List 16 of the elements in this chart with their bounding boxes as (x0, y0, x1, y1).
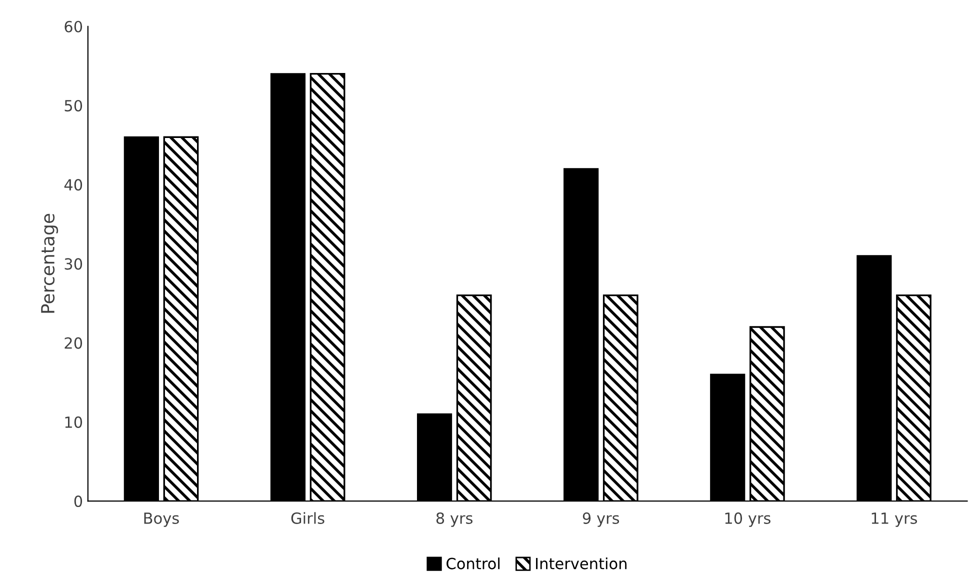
y-tick-label: 20 (64, 337, 82, 349)
y-tick-label: 0 (74, 495, 82, 508)
x-tick-label: Girls (291, 512, 324, 524)
x-tick-label: 10 yrs (725, 512, 770, 527)
x-tick-label: Boys (144, 512, 179, 527)
y-axis-title: Percentage (41, 214, 58, 313)
x-tick-label: 8 yrs (436, 512, 472, 527)
x-tick-label: 9 yrs (582, 512, 620, 527)
y-tick-label: 30 (64, 258, 82, 270)
y-tick-label: 10 (65, 416, 82, 428)
y-tick-label: 60 (64, 20, 82, 32)
legend-label: Intervention (536, 558, 626, 570)
y-tick-label: 40 (64, 179, 82, 191)
y-tick-label: 50 (64, 100, 82, 112)
x-tick-label: 11 yrs (872, 512, 917, 527)
legend-label: Control (446, 558, 500, 570)
